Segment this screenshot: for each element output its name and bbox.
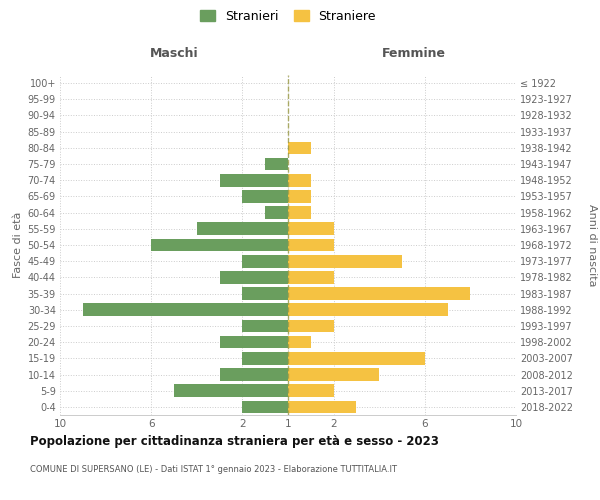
Bar: [242, 288, 288, 300]
Bar: [242, 255, 288, 268]
Y-axis label: Anni di nascita: Anni di nascita: [587, 204, 597, 286]
Bar: [288, 255, 402, 268]
Bar: [220, 336, 288, 348]
Bar: [288, 222, 334, 235]
Bar: [288, 206, 311, 219]
Bar: [83, 304, 288, 316]
Bar: [265, 206, 288, 219]
Bar: [151, 238, 288, 252]
Bar: [242, 190, 288, 202]
Bar: [220, 271, 288, 283]
Bar: [174, 384, 288, 397]
Bar: [288, 320, 334, 332]
Y-axis label: Fasce di età: Fasce di età: [13, 212, 23, 278]
Bar: [288, 288, 470, 300]
Bar: [288, 174, 311, 186]
Bar: [220, 174, 288, 186]
Bar: [288, 352, 425, 364]
Bar: [242, 352, 288, 364]
Text: Popolazione per cittadinanza straniera per età e sesso - 2023: Popolazione per cittadinanza straniera p…: [30, 435, 439, 448]
Bar: [288, 304, 448, 316]
Text: COMUNE DI SUPERSANO (LE) - Dati ISTAT 1° gennaio 2023 - Elaborazione TUTTITALIA.: COMUNE DI SUPERSANO (LE) - Dati ISTAT 1°…: [30, 465, 397, 474]
Text: Femmine: Femmine: [382, 48, 445, 60]
Bar: [288, 384, 334, 397]
Bar: [265, 158, 288, 170]
Bar: [220, 368, 288, 381]
Bar: [288, 336, 311, 348]
Bar: [288, 368, 379, 381]
Bar: [288, 400, 356, 413]
Bar: [288, 142, 311, 154]
Text: Maschi: Maschi: [149, 48, 199, 60]
Bar: [242, 320, 288, 332]
Legend: Stranieri, Straniere: Stranieri, Straniere: [200, 10, 376, 23]
Bar: [288, 238, 334, 252]
Bar: [288, 190, 311, 202]
Bar: [288, 271, 334, 283]
Bar: [242, 400, 288, 413]
Bar: [197, 222, 288, 235]
